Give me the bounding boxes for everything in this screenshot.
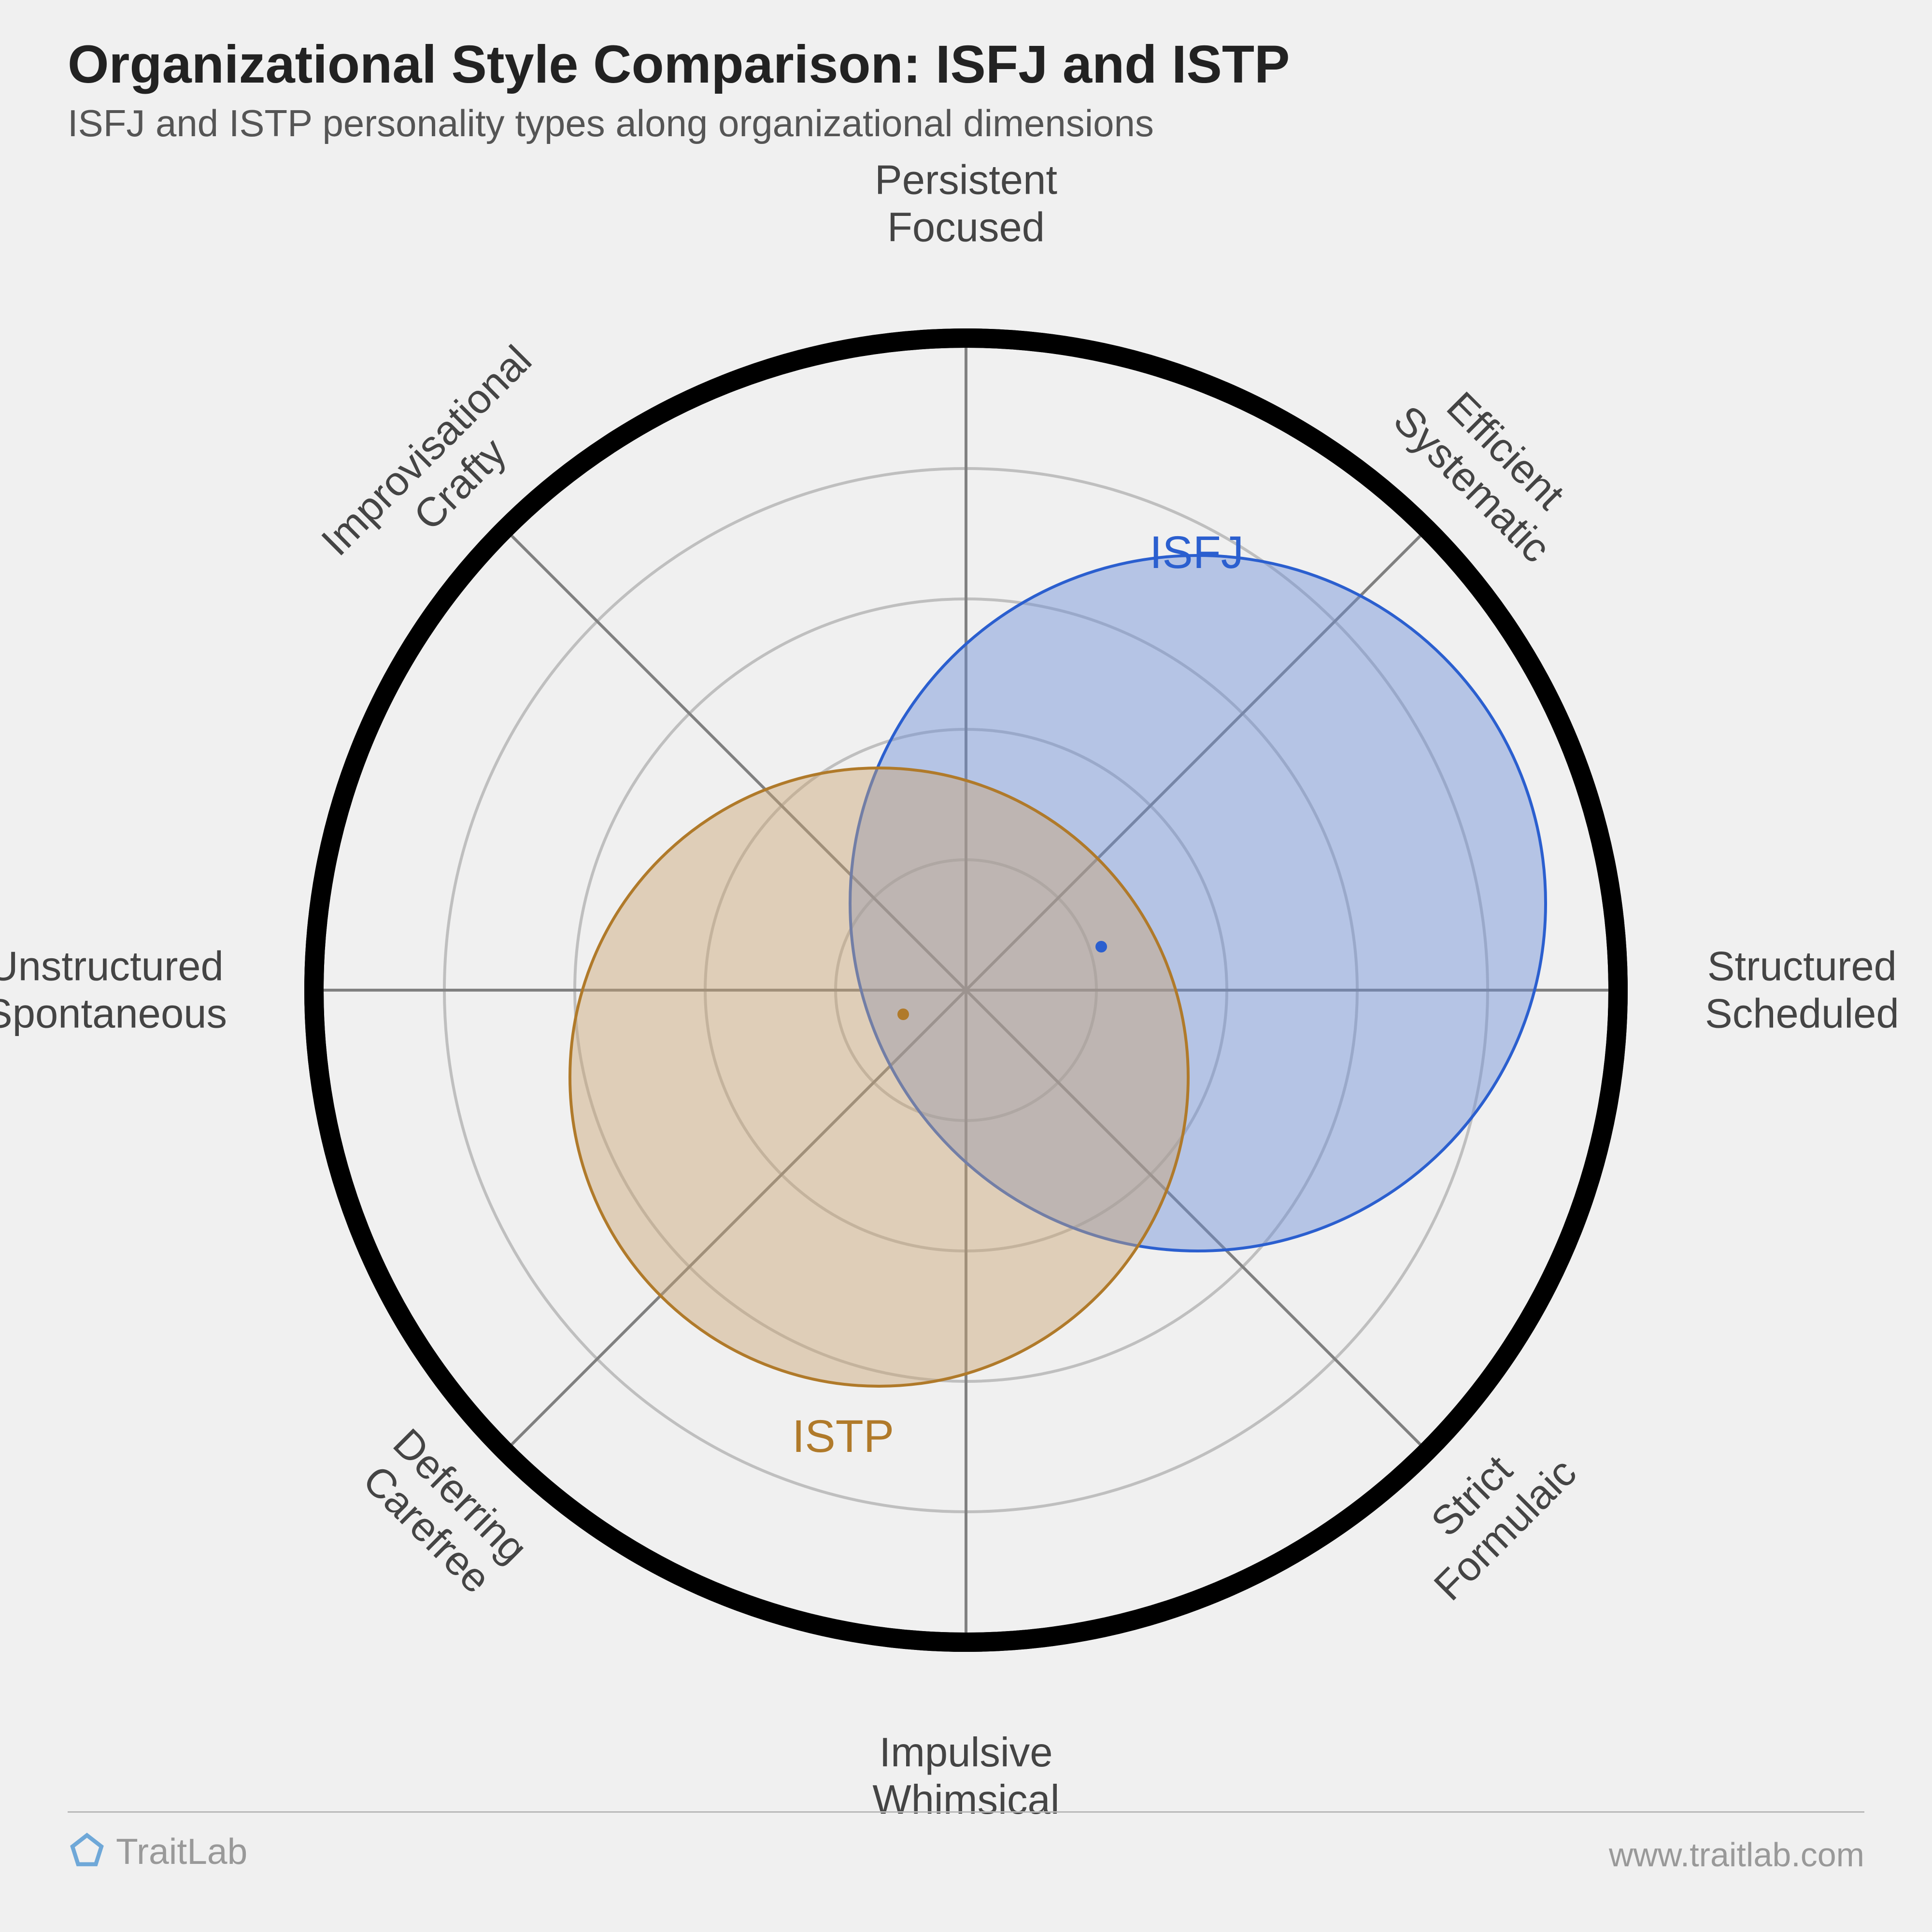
axis-label: PersistentFocused — [875, 157, 1057, 252]
chart-container: Organizational Style Comparison: ISFJ an… — [0, 0, 1932, 1932]
axis-label: UnstructuredSpontaneous — [0, 943, 227, 1037]
series-label-isfj: ISFJ — [1150, 526, 1244, 579]
series-label-istp: ISTP — [792, 1410, 894, 1463]
footer-brand: TraitLab — [68, 1831, 247, 1872]
radar-chart — [0, 0, 1932, 1932]
axis-label: ImpulsiveWhimsical — [872, 1729, 1059, 1824]
footer-brand-text: TraitLab — [116, 1831, 247, 1872]
traitlab-logo-icon — [68, 1832, 106, 1871]
footer-divider — [68, 1811, 1864, 1813]
footer-url: www.traitlab.com — [1609, 1835, 1864, 1874]
axis-label: StructuredScheduled — [1705, 943, 1899, 1037]
